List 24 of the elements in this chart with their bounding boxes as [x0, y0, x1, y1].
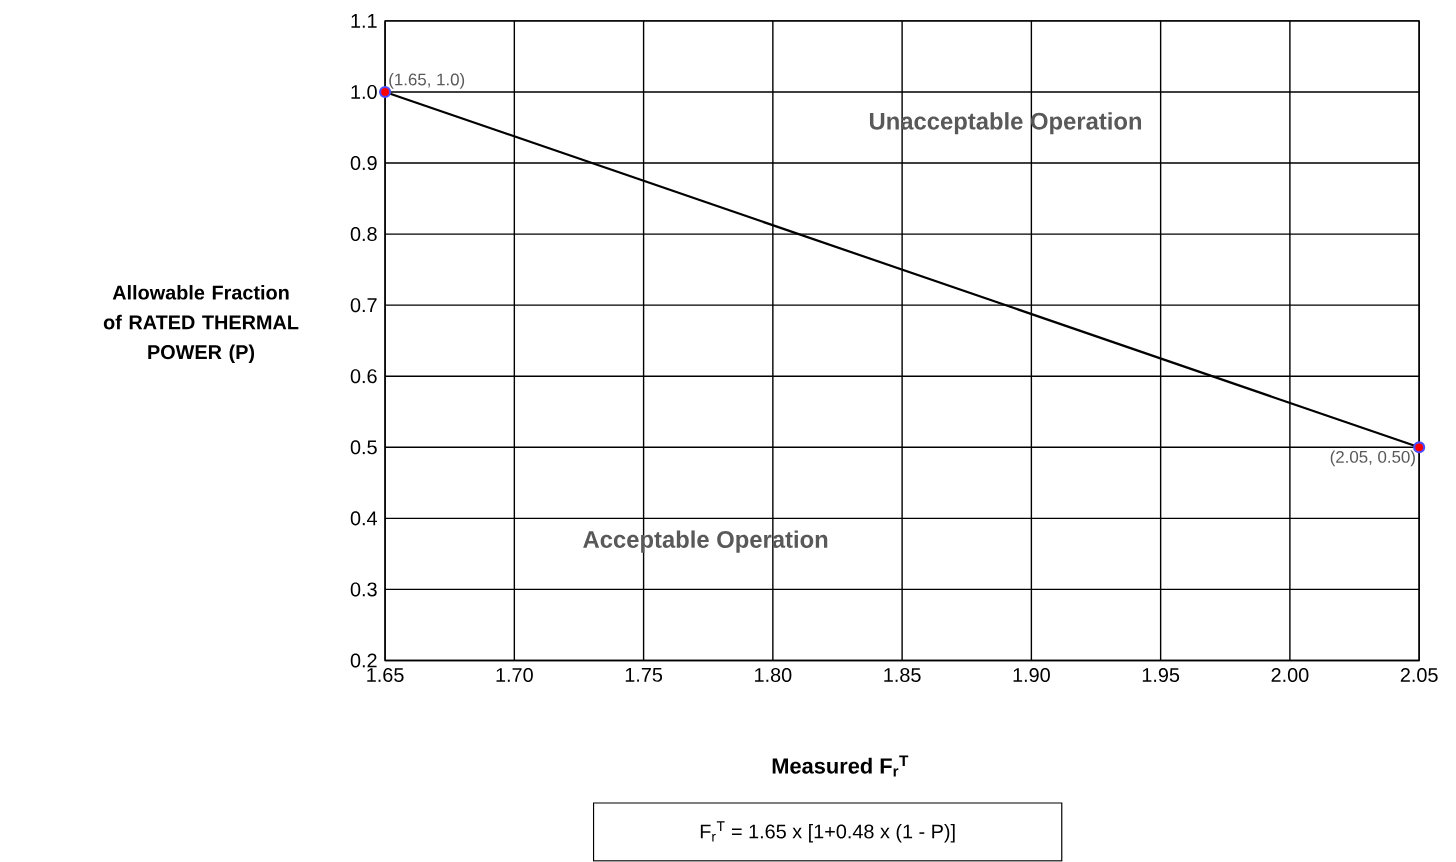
y-tick-label: 0.2	[350, 653, 377, 668]
data-label: (2.05, 0.50)	[1330, 450, 1415, 467]
text: F$_{r}$$^{T}$ = 1.65 x [1+0.48 x (1 - P)]	[700, 821, 955, 843]
x-tick-label: 1.65	[367, 668, 404, 683]
y-tick-label: 1.1	[351, 14, 377, 28]
data-label: (1.65, 1.0)	[389, 73, 465, 89]
y-tick-label: 0.6	[350, 369, 377, 384]
x-tick-label: 1.75	[625, 668, 663, 682]
y-tick-label: 0.8	[350, 227, 377, 242]
y-tick-label: 1.0	[351, 85, 377, 100]
y-tick-label: 0.7	[350, 298, 377, 313]
x-axis-title: Measured F$_{r}$T	[772, 755, 909, 777]
y-axis-title: Allowable Fraction of RATED THERMAL POWER (P)	[103, 285, 299, 364]
x-tick-label: 1.80	[755, 668, 792, 683]
x-tick-label: 1.95	[1142, 668, 1180, 683]
y-tick-label: 0.4	[350, 511, 378, 526]
x-tick-label: 2.05	[1400, 668, 1438, 683]
x-tick-label: 1.85	[884, 668, 921, 683]
x-tick-label: 1.90	[1013, 668, 1050, 683]
y-tick-label: 0.5	[350, 440, 377, 455]
y-tick-label: 0.3	[350, 582, 377, 597]
y-tick-label: 0.9	[350, 156, 377, 171]
x-tick-label: 1.70	[496, 668, 533, 683]
x-tick-label: 2.00	[1271, 668, 1309, 683]
